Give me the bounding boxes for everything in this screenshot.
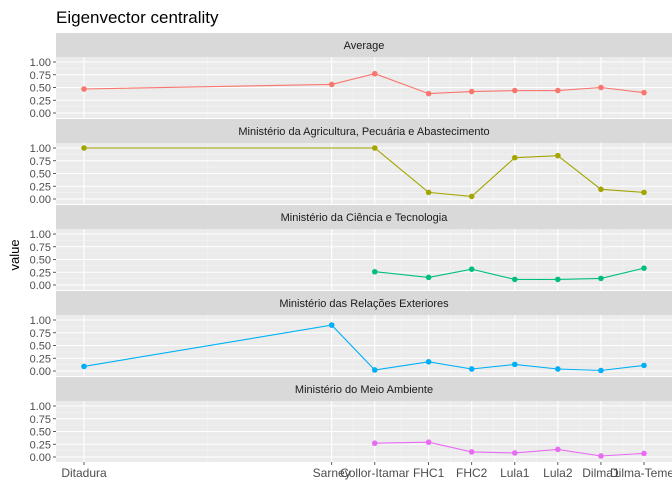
data-point [598, 84, 604, 91]
data-point [641, 189, 647, 196]
y-tick-label: 0.50 [30, 169, 51, 181]
data-point [328, 322, 335, 328]
y-tick-label: 0.75 [30, 414, 51, 426]
data-point [425, 439, 432, 446]
data-point [598, 453, 604, 459]
data-point [511, 276, 518, 283]
y-tick-label: 0.00 [30, 452, 51, 464]
facet-panel: Ministério da Agricultura, Pecuária e Ab… [30, 119, 672, 206]
y-tick-label: 0.00 [30, 280, 51, 292]
y-tick-label: 0.50 [30, 427, 51, 439]
data-point [511, 154, 518, 161]
y-tick-label: 0.50 [30, 83, 51, 95]
data-point [371, 268, 378, 275]
x-tick-label: Lula1 [500, 466, 530, 480]
y-tick-label: 0.25 [30, 267, 51, 279]
y-tick-label: 0.00 [30, 108, 51, 120]
y-tick-label: 0.25 [30, 353, 51, 365]
series-line [84, 147, 645, 197]
data-point [81, 86, 87, 92]
facet-strip [56, 33, 672, 57]
facet-panel: Ministério do Meio Ambiente 0.000.250.500… [30, 377, 672, 464]
data-point [555, 446, 561, 453]
data-point [371, 367, 378, 373]
x-tick-label: FHC1 [413, 466, 445, 480]
y-tick-label: 1.00 [30, 57, 51, 69]
x-tick-label: Dilma-Temer [610, 466, 672, 480]
x-tick-label: Sarney [313, 466, 351, 480]
facet-panel: Average 0.000.250.500.751.00 [30, 33, 672, 120]
data-point [81, 145, 87, 151]
data-point [425, 359, 432, 365]
y-tick-label: 0.75 [30, 328, 51, 340]
data-point [641, 450, 647, 457]
y-tick-label: 0.25 [30, 181, 51, 193]
chart-title: Eigenvector centrality [56, 8, 219, 27]
facet-strip [56, 377, 672, 401]
x-tick-label: Collor-Itamar [340, 466, 409, 480]
data-point [641, 265, 647, 271]
y-tick-label: 0.25 [30, 95, 51, 107]
y-tick-label: 0.00 [30, 366, 51, 378]
data-point [511, 361, 518, 368]
y-tick-label: 1.00 [30, 229, 51, 241]
data-point [328, 81, 335, 88]
facet-strip-label: Average [344, 40, 385, 52]
data-point [598, 186, 604, 193]
y-tick-label: 1.00 [30, 401, 51, 413]
facet-strip [56, 205, 672, 229]
facet-panel: Ministério das Relações Exteriores0.000.… [30, 291, 672, 378]
data-point [555, 152, 561, 159]
data-point [598, 367, 604, 374]
data-point [641, 362, 647, 369]
data-point [511, 87, 518, 94]
facet-strip [56, 291, 672, 315]
data-point [81, 363, 87, 370]
facet-strip-label: Ministério do Meio Ambiente [295, 384, 433, 396]
data-point [468, 193, 475, 200]
facet-strip-label: Ministério da Agricultura, Pecuária e Ab… [238, 126, 489, 138]
y-tick-label: 0.75 [30, 242, 51, 254]
data-point [468, 366, 475, 372]
y-tick-label: 0.25 [30, 439, 51, 451]
facet-strip [56, 119, 672, 143]
y-tick-label: 1.00 [30, 315, 51, 327]
data-point [555, 87, 561, 94]
facet-strip-label: Ministério da Ciência e Tecnologia [281, 212, 449, 224]
data-point [371, 145, 378, 151]
data-point [641, 89, 647, 96]
data-point [371, 440, 378, 447]
data-point [468, 88, 475, 95]
data-point [425, 189, 432, 196]
data-point [371, 70, 378, 77]
data-point [511, 450, 518, 456]
y-tick-label: 0.00 [30, 194, 51, 206]
data-point [425, 274, 432, 281]
x-tick-label: Lula2 [543, 466, 573, 480]
y-tick-label: 1.00 [30, 143, 51, 155]
y-tick-label: 0.50 [30, 341, 51, 353]
data-point [555, 366, 561, 372]
data-point [468, 449, 475, 455]
x-tick-label: Ditadura [61, 466, 107, 480]
y-tick-label: 0.75 [30, 156, 51, 168]
facet-strip-label: Ministério das Relações Exteriores [279, 298, 449, 310]
x-tick-label: Dilma1 [582, 466, 620, 480]
data-point [468, 266, 475, 272]
data-point [598, 275, 604, 282]
y-tick-label: 0.75 [30, 70, 51, 82]
y-axis-label: value [7, 239, 22, 270]
y-tick-label: 0.50 [30, 255, 51, 267]
data-point [555, 276, 561, 283]
x-tick-label: FHC2 [456, 466, 488, 480]
facet-panel: Ministério da Ciência e Tecnologia0.000.… [30, 205, 672, 292]
data-point [425, 90, 432, 97]
